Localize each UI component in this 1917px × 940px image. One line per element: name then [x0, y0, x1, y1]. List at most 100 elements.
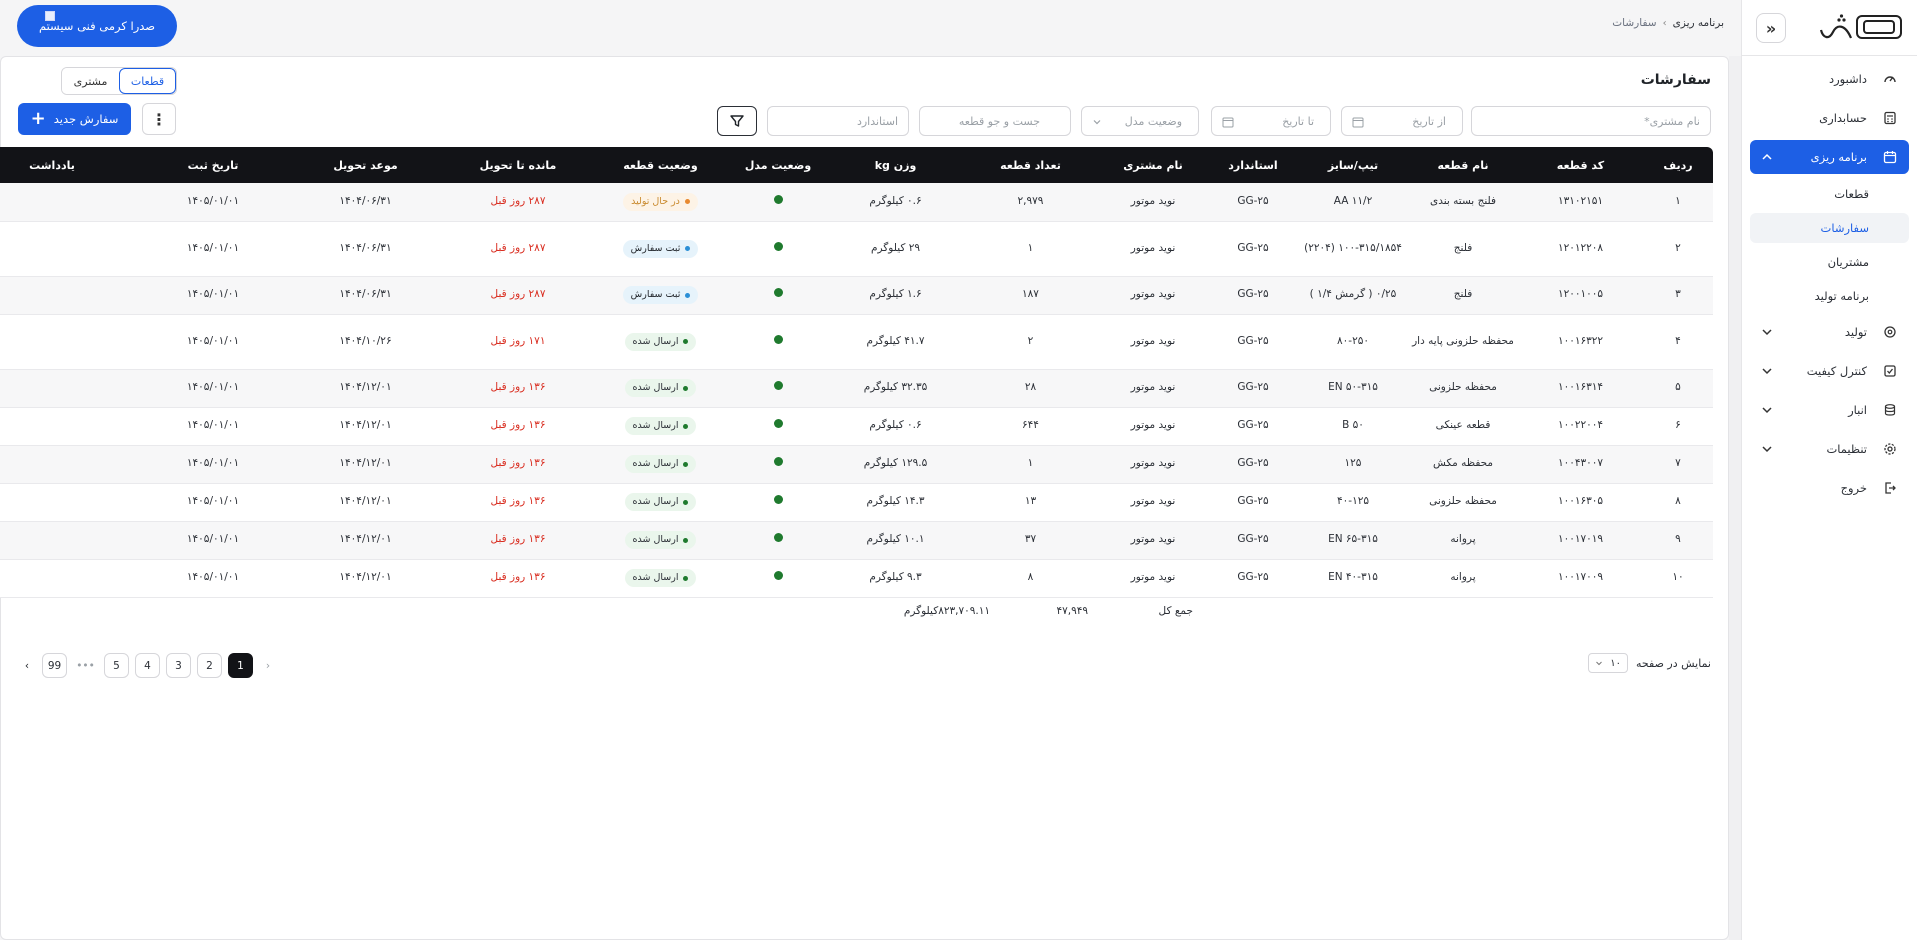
column-header[interactable]: وزن kg: [874, 158, 917, 172]
company-button[interactable]: صدرا کرمی فنی سیستم: [17, 5, 177, 47]
cell-size: ۸۰-۲۵۰: [1337, 334, 1369, 347]
cell-part-status: ارسال شده: [593, 407, 728, 445]
column-header[interactable]: وضعیت مدل: [744, 158, 812, 172]
cell-n: ۱۰: [1672, 571, 1684, 584]
sidebar-item-production[interactable]: تولید: [1750, 315, 1909, 349]
cell-note: [0, 221, 138, 276]
table-row[interactable]: ۷ ۱۰۰۴۳۰۰۷ محفظه مکش ۱۲۵ GG-۲۵ نوید موتور ۱ ۱۲۹…: [0, 445, 1713, 483]
sidebar-item-accounting[interactable]: حسابداری: [1750, 101, 1909, 135]
table-row[interactable]: ۳ ۱۲۰۰۱۰۰۵ فلنج ۰/۲۵ ( گرمش ۱/۴ ) GG-۲۵ نوید …: [0, 276, 1713, 314]
page-button[interactable]: 5: [104, 653, 129, 678]
cell-code: ۱۰۰۱۷۰۱۹: [1557, 533, 1604, 546]
cell-code: ۱۰۰۱۷۰۰۹: [1557, 571, 1604, 584]
sidebar-item-label: انبار: [1848, 403, 1867, 417]
table-row[interactable]: ۶ ۱۰۰۲۲۰۰۴ قطعه عینکی B ۵۰ GG-۲۵ نوید موتور ۶۴…: [0, 407, 1713, 445]
column-header[interactable]: تیپ/سایز: [1327, 158, 1379, 172]
cell-note: [0, 276, 138, 314]
table-row[interactable]: ۹ ۱۰۰۱۷۰۱۹ پروانه EN ۶۵-۳۱۵ GG-۲۵ نوید موتور ۳…: [0, 521, 1713, 559]
table-row[interactable]: ۱۰ ۱۰۰۱۷۰۰۹ پروانه EN ۴۰-۳۱۵ GG-۲۵ نوید موتور…: [0, 559, 1713, 597]
cell-code: ۱۰۰۱۶۳۱۴: [1557, 381, 1604, 394]
table-row[interactable]: ۱ ۱۳۱۰۲۱۵۱ فلنج بسته بندی AA ۱۱/۲ GG-۲۵ نوید …: [0, 183, 1713, 221]
filter-icon: [730, 115, 744, 127]
status-dot-icon: [683, 499, 689, 505]
cell-code: ۱۰۰۲۲۰۰۴: [1557, 419, 1604, 432]
sidebar-collapse-button[interactable]: «: [1756, 13, 1786, 43]
column-header[interactable]: تاریخ ثبت: [187, 158, 239, 172]
sidebar-subitem-production-plan[interactable]: برنامه تولید: [1750, 281, 1909, 311]
sidebar-subitem-customers[interactable]: مشتریان: [1750, 247, 1909, 277]
part-search-input[interactable]: جست و جو قطعه: [919, 106, 1071, 136]
cell-name: محفظه حلزونی پایه دار: [1412, 334, 1514, 347]
page-button[interactable]: 4: [135, 653, 160, 678]
status-badge-label: در حال تولید: [631, 195, 680, 207]
cell-qty: ۱۸۷: [1022, 288, 1039, 301]
page-button[interactable]: 3: [166, 653, 191, 678]
status-badge: ارسال شده: [624, 531, 697, 549]
column-header[interactable]: موعد تحویل: [333, 158, 398, 172]
cell-note: [0, 183, 138, 221]
cell-model-status: [728, 369, 828, 407]
filter-button[interactable]: [717, 106, 757, 136]
sidebar-item-quality-control[interactable]: کنترل کیفیت: [1750, 354, 1909, 388]
cell-remain: ۱۳۶ روز قبل: [490, 419, 546, 432]
tab-customer[interactable]: مشتری: [62, 68, 119, 94]
cell-due: ۱۴۰۴/۰۶/۳۱: [339, 288, 392, 301]
cell-note: [0, 407, 138, 445]
sidebar-item-dashboard[interactable]: داشبورد: [1750, 62, 1909, 96]
column-header[interactable]: تعداد قطعه: [1000, 158, 1061, 172]
sidebar-subitem-orders[interactable]: سفارشات: [1750, 213, 1909, 243]
table-row[interactable]: ۴ ۱۰۰۱۶۳۲۲ محفظه حلزونی پایه دار ۸۰-۲۵۰ GG-۲…: [0, 314, 1713, 369]
cell-reg: ۱۴۰۵/۰۱/۰۱: [186, 419, 240, 432]
table-row[interactable]: ۲ ۱۲۰۱۲۲۰۸ فلنج ۱۰۰-۳۱۵/۱۸۵۴ (۲۲۰۴) GG-۲۵ نوی…: [0, 221, 1713, 276]
table-row[interactable]: ۵ ۱۰۰۱۶۳۱۴ محفظه حلزونی EN ۵۰-۳۱۵ GG-۲۵ نوید …: [0, 369, 1713, 407]
sidebar-item-planning[interactable]: برنامه ریزی: [1750, 140, 1909, 174]
cell-size: ۴۰-۱۲۵: [1337, 495, 1369, 508]
page-button[interactable]: 99: [42, 653, 67, 678]
logout-icon: [1881, 479, 1899, 497]
cell-due: ۱۴۰۴/۱۲/۰۱: [339, 495, 392, 508]
calendar-icon: [1222, 117, 1234, 128]
column-header[interactable]: استاندارد: [1228, 158, 1278, 172]
cell-name: فلنج: [1453, 288, 1473, 301]
customer-filter[interactable]: نام مشتری*: [1471, 106, 1711, 136]
prev-page-button[interactable]: ‹: [18, 653, 36, 678]
next-page-button[interactable]: ›: [259, 653, 277, 678]
cell-weight: ۴۱.۷ کیلوگرم: [866, 334, 925, 347]
cell-weight: ۱۲۹.۵ کیلوگرم: [863, 457, 928, 470]
totals-quantity: ۴۷,۹۴۹: [1056, 605, 1088, 617]
model-status-select[interactable]: وضعیت مدل: [1081, 106, 1199, 136]
new-order-button[interactable]: سفارش جدید +: [18, 103, 131, 135]
column-header[interactable]: وضعیت قطعه: [623, 158, 698, 172]
cell-std: GG-۲۵: [1237, 495, 1269, 508]
status-badge: ارسال شده: [624, 455, 697, 473]
standard-input[interactable]: استاندارد: [767, 106, 909, 136]
column-header[interactable]: ردیف: [1663, 158, 1693, 172]
status-dot-icon: [683, 575, 689, 581]
sidebar-item-label: برنامه ریزی: [1810, 150, 1867, 164]
scrollbar[interactable]: [1729, 56, 1741, 940]
column-header[interactable]: نام قطعه: [1437, 158, 1489, 172]
column-header[interactable]: کد قطعه: [1556, 158, 1605, 172]
status-badge-label: ثبت سفارش: [630, 289, 681, 301]
tab-parts[interactable]: قطعات: [119, 68, 176, 94]
gear-icon: [1881, 440, 1899, 458]
status-dot-icon: [773, 381, 783, 391]
sidebar-item-settings[interactable]: تنظیمات: [1750, 432, 1909, 466]
cell-n: ۴: [1675, 334, 1681, 347]
sidebar-item-logout[interactable]: خروج: [1750, 471, 1909, 505]
sidebar-subitem-parts[interactable]: قطعات: [1750, 179, 1909, 209]
column-header[interactable]: مانده تا تحویل: [479, 158, 557, 172]
page-button[interactable]: 2: [197, 653, 222, 678]
breadcrumb-parent[interactable]: برنامه ریزی: [1672, 17, 1724, 29]
cell-remain: ۱۳۶ روز قبل: [490, 533, 546, 546]
page-button-current[interactable]: 1: [228, 653, 253, 678]
table-row[interactable]: ۸ ۱۰۰۱۶۳۰۵ محفظه حلزونی ۴۰-۱۲۵ GG-۲۵ نوید موت…: [0, 483, 1713, 521]
column-header[interactable]: نام مشتری: [1123, 158, 1183, 172]
page-size-select[interactable]: ۱۰: [1588, 653, 1629, 673]
from-date-input[interactable]: از تاریخ: [1341, 106, 1463, 136]
to-date-input[interactable]: تا تاریخ: [1211, 106, 1331, 136]
column-header[interactable]: یادداشت: [29, 158, 75, 172]
sidebar-item-warehouse[interactable]: انبار: [1750, 393, 1909, 427]
table-body: ۱ ۱۳۱۰۲۱۵۱ فلنج بسته بندی AA ۱۱/۲ GG-۲۵ نوید …: [0, 183, 1713, 597]
more-options-button[interactable]: ⋮: [142, 103, 176, 135]
